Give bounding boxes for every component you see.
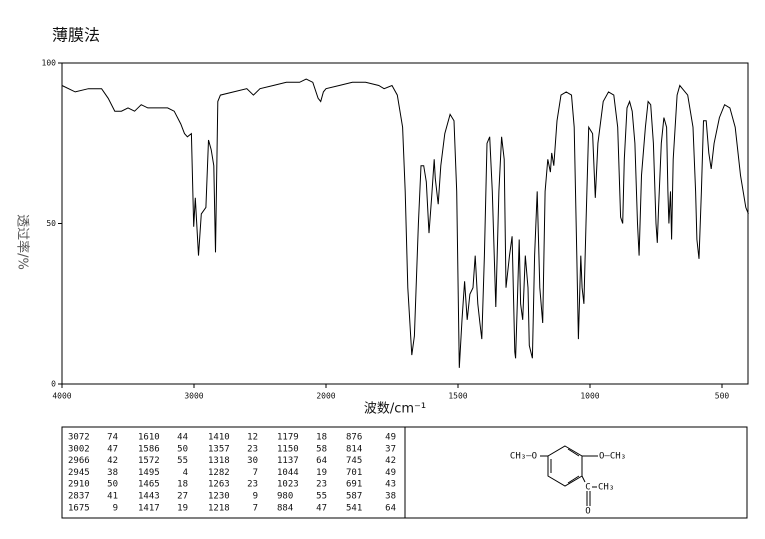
peak-wavenumber: 1495: [138, 468, 160, 478]
structure-label: O—CH₃: [599, 452, 626, 462]
peak-transmittance: 58: [316, 444, 327, 454]
peak-wavenumber: 1417: [138, 503, 160, 513]
peak-wavenumber: 745: [346, 456, 362, 466]
peak-transmittance: 7: [253, 468, 258, 478]
peak-transmittance: 43: [385, 480, 396, 490]
peak-transmittance: 55: [177, 456, 188, 466]
structure-label: O: [585, 507, 590, 517]
y-axis-label: 透过率/%: [15, 214, 31, 270]
structure-label: CH₃—O: [510, 452, 537, 462]
peak-transmittance: 9: [113, 503, 118, 513]
x-tick-label: 1500: [448, 392, 467, 401]
peak-wavenumber: 2837: [68, 492, 90, 502]
x-tick-label: 3000: [184, 392, 203, 401]
bond: [567, 475, 580, 484]
peak-wavenumber: 1586: [138, 444, 160, 454]
peak-wavenumber: 1282: [208, 468, 230, 478]
peak-wavenumber: 701: [346, 468, 362, 478]
peak-wavenumber: 1218: [208, 503, 230, 513]
peak-wavenumber: 2966: [68, 456, 90, 466]
peak-wavenumber: 1179: [277, 433, 299, 443]
peak-transmittance: 47: [107, 444, 118, 454]
peak-wavenumber: 1610: [138, 433, 160, 443]
peak-transmittance: 47: [316, 503, 327, 513]
peak-wavenumber: 1465: [138, 480, 160, 490]
peak-wavenumber: 1263: [208, 480, 230, 490]
x-tick-label: 500: [715, 392, 730, 401]
peak-transmittance: 49: [385, 468, 396, 478]
structure: [540, 445, 598, 506]
peak-wavenumber: 1410: [208, 433, 230, 443]
x-tick-label: 1000: [580, 392, 599, 401]
peak-wavenumber: 1137: [277, 456, 299, 466]
structure-label: C: [585, 483, 590, 493]
peak-transmittance: 44: [177, 433, 188, 443]
peak-wavenumber: 1023: [277, 480, 299, 490]
peak-transmittance: 42: [107, 456, 118, 466]
peak-transmittance: 23: [247, 444, 258, 454]
x-axis-label: 波数/cm⁻¹: [364, 402, 426, 417]
peak-transmittance: 37: [385, 444, 396, 454]
peak-transmittance: 49: [385, 433, 396, 443]
peak-transmittance: 38: [385, 492, 396, 502]
chart-title: 薄膜法: [52, 26, 100, 45]
peak-transmittance: 18: [177, 480, 188, 490]
peak-transmittance: 41: [107, 492, 118, 502]
peak-wavenumber: 1044: [277, 468, 299, 478]
peak-wavenumber: 876: [346, 433, 362, 443]
plot-frame: [61, 62, 749, 385]
structure-label: CH₃: [598, 483, 614, 493]
peak-transmittance: 74: [107, 433, 118, 443]
peak-wavenumber: 3072: [68, 433, 90, 443]
peak-transmittance: 50: [107, 480, 118, 490]
benzene-ring: [547, 445, 583, 487]
bond: [581, 475, 586, 483]
bond: [567, 448, 580, 457]
peak-transmittance: 42: [385, 456, 396, 466]
peak-transmittance: 38: [107, 468, 118, 478]
peak-wavenumber: 1357: [208, 444, 230, 454]
peak-wavenumber: 1443: [138, 492, 160, 502]
y-tick-label: 0: [51, 380, 56, 389]
peak-wavenumber: 1150: [277, 444, 299, 454]
peak-transmittance: 19: [177, 503, 188, 513]
peak-wavenumber: 1230: [208, 492, 230, 502]
peak-transmittance: 55: [316, 492, 327, 502]
peak-wavenumber: 2910: [68, 480, 90, 490]
peak-transmittance: 50: [177, 444, 188, 454]
peak-transmittance: 64: [385, 503, 396, 513]
peak-transmittance: 9: [253, 492, 258, 502]
peak-transmittance: 23: [247, 480, 258, 490]
peak-wavenumber: 691: [346, 480, 362, 490]
peak-transmittance: 23: [316, 480, 327, 490]
peak-wavenumber: 587: [346, 492, 362, 502]
peak-wavenumber: 814: [346, 444, 362, 454]
x-tick-label: 4000: [52, 392, 71, 401]
peak-transmittance: 12: [247, 433, 258, 443]
peak-wavenumber: 980: [277, 492, 293, 502]
peak-wavenumber: 884: [277, 503, 293, 513]
peak-transmittance: 7: [253, 503, 258, 513]
peak-wavenumber: 1675: [68, 503, 90, 513]
x-tick-label: 2000: [316, 392, 335, 401]
peak-transmittance: 30: [247, 456, 258, 466]
peak-transmittance: 18: [316, 433, 327, 443]
peak-wavenumber: 1572: [138, 456, 160, 466]
y-tick-label: 100: [42, 59, 57, 68]
peak-wavenumber: 3002: [68, 444, 90, 454]
peak-transmittance: 27: [177, 492, 188, 502]
peak-wavenumber: 541: [346, 503, 362, 513]
peak-transmittance: 64: [316, 456, 327, 466]
peak-transmittance: 4: [183, 468, 188, 478]
y-tick-label: 50: [46, 219, 56, 228]
spectrum-line: [61, 78, 749, 368]
peak-wavenumber: 1318: [208, 456, 230, 466]
peak-transmittance: 19: [316, 468, 327, 478]
peak-wavenumber: 2945: [68, 468, 90, 478]
